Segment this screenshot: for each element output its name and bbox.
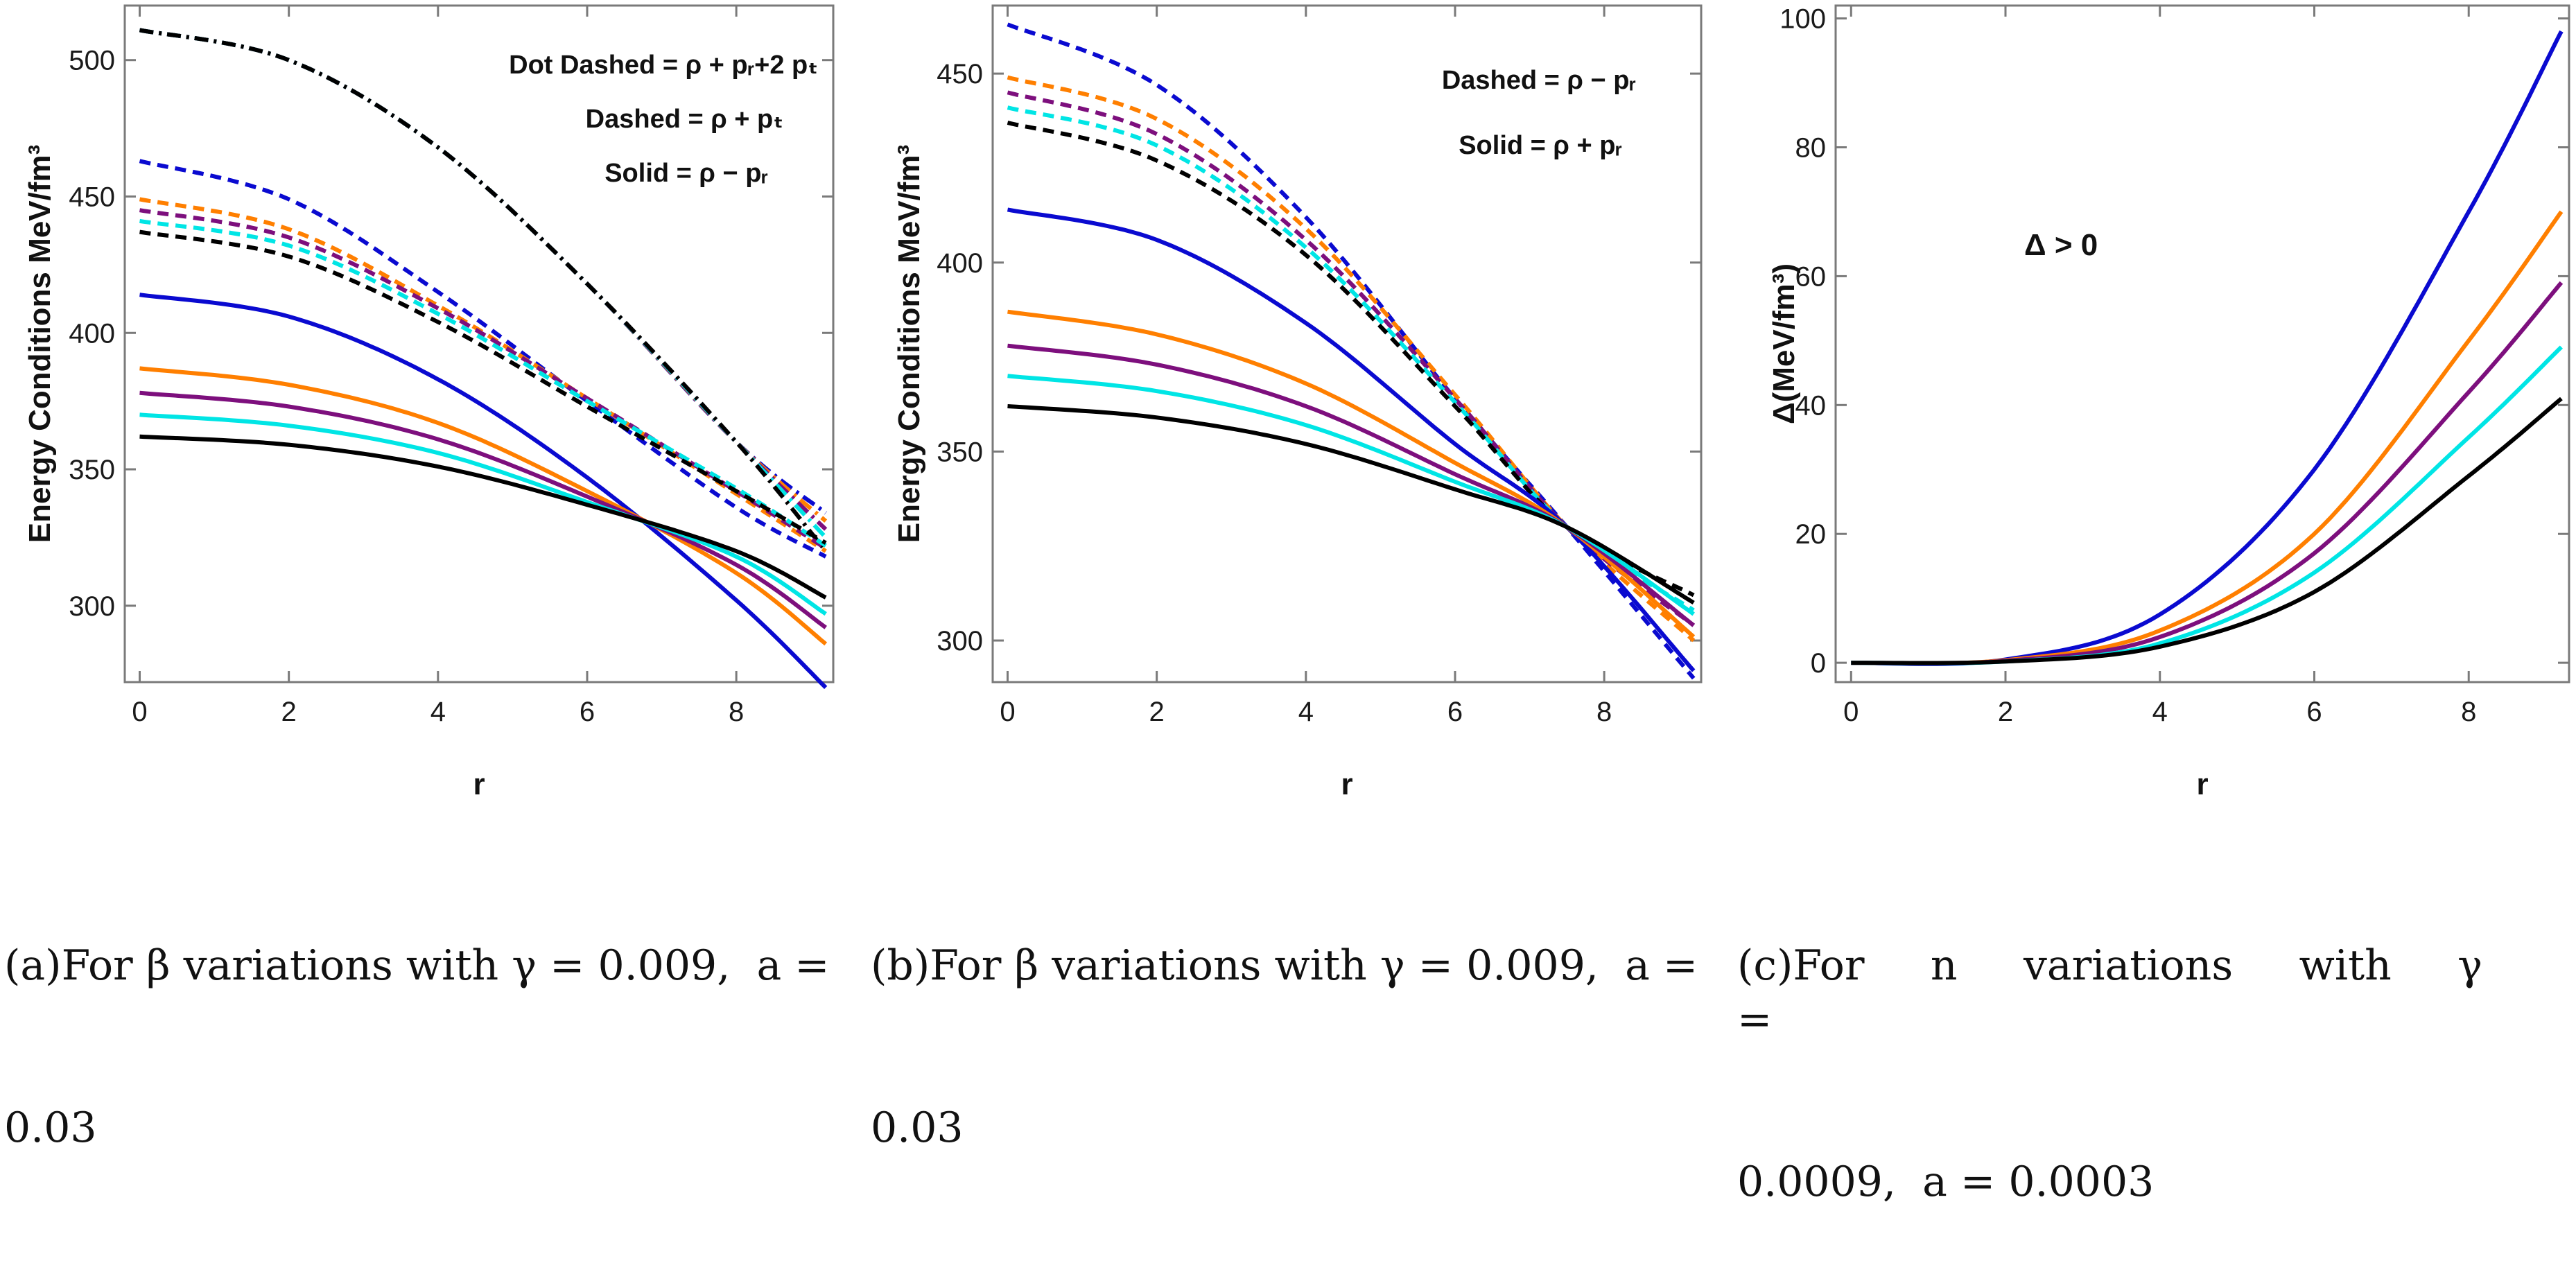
panel-b-series-line: [1007, 121, 1695, 598]
panel-c-series-line: [1851, 281, 2564, 665]
panel-c-series-line: [1851, 210, 2564, 665]
panel-b-chart: 0 2 4 6 8 300 350 400 450 Energy Conditions MeV/…: [892, 4, 1703, 801]
caption-c-line1: (c)For n variations with γ =: [1737, 941, 2549, 1044]
panel-a-ytick-label: 450: [69, 182, 115, 212]
caption-c: (c)For n variations with γ = 0.0009, a =…: [1737, 830, 2569, 1263]
panel-a-ytick-label: 350: [69, 455, 115, 485]
caption-b-line2: 0.03: [871, 1104, 964, 1152]
panel-c-ytick-label: 80: [1795, 132, 1827, 163]
caption-a-line2: 0.03: [4, 1104, 97, 1152]
panel-a-frame: [123, 4, 835, 683]
panel-a-series-line: [139, 293, 828, 690]
panel-c-frame: [1834, 4, 2570, 683]
panel-c-series-line: [1851, 30, 2564, 666]
panel-b-series-line: [1007, 309, 1696, 638]
panel-a-series-line: [139, 390, 827, 629]
panel-a-series-line: [139, 218, 827, 548]
panel-b-ytick-label: 350: [937, 437, 983, 467]
panel-b-series-line: [1007, 22, 1696, 680]
panel-a-ytick-label: 300: [69, 591, 115, 622]
panel-b-xlabel: r: [1341, 767, 1352, 801]
panel-c-series-line: [1851, 345, 2563, 665]
panel-b-ytick-label: 300: [937, 626, 983, 656]
caption-a-line1: (a)For β variations with γ = 0.009, a =: [4, 941, 830, 990]
caption-a: (a)For β variations with γ = 0.009, a = …: [4, 830, 871, 1209]
panel-a-ytick-label: 400: [69, 318, 115, 349]
panel-a-xtick-label: 8: [729, 697, 744, 727]
panel-c-ytick-label: 20: [1795, 519, 1827, 550]
panel-b-ytick-label: 400: [937, 248, 983, 279]
panel-b-xtick-label: 8: [1596, 697, 1612, 727]
panel-c-series-line: [1851, 397, 2563, 665]
panel-a-annotation-dotdashed: Dot Dashed = ρ + pᵣ+2 pₜ: [509, 51, 818, 80]
panel-b-series-line: [1007, 343, 1696, 627]
panel-c-xtick-label: 0: [1843, 697, 1859, 727]
panel-c-ytick-label: 100: [1779, 4, 1826, 35]
panel-b-xtick-label: 2: [1149, 697, 1165, 727]
panel-b-marks: 0 2 4 6 8 300 350 400 450: [937, 6, 1701, 727]
panel-c-ytick-label: 40: [1795, 390, 1827, 421]
panel-a-series-line: [139, 412, 827, 616]
panel-c-xtick-label: 4: [2152, 697, 2168, 727]
caption-c-line2: 0.0009, a = 0.0003: [1737, 1158, 2155, 1206]
panel-c-ytick-label: 0: [1811, 648, 1826, 679]
panel-b-series-line: [1007, 404, 1695, 605]
panel-a-series-line: [139, 197, 827, 553]
panel-a-series-line: [139, 434, 827, 600]
panel-a-series-line: [139, 366, 828, 646]
panel-a-series-line: [139, 208, 827, 550]
panel-a-annotation-dashed: Dashed = ρ + pₜ: [586, 105, 783, 134]
panel-a-series-line: [139, 229, 827, 545]
panel-c-ylabel: Δ(MeV/fm³): [1767, 263, 1801, 424]
panel-b-annotation-solid: Solid = ρ + pᵣ: [1459, 131, 1622, 160]
panel-c-xtick-label: 6: [2306, 697, 2322, 727]
panel-a-series-line: [139, 28, 828, 523]
panel-a-chart: 0 2 4 6 8 300 350 400 450 500 Energy Conditions M…: [23, 4, 835, 801]
panel-a-marks: 0 2 4 6 8 300 350 400 450 500: [69, 6, 833, 727]
panel-a-annotation-solid: Solid = ρ − pᵣ: [604, 159, 768, 188]
panel-a-series-line: [139, 28, 828, 552]
panel-b-xtick-label: 0: [1000, 697, 1015, 727]
panel-b-series-line: [1007, 75, 1696, 643]
panel-b-series-line: [1007, 207, 1696, 672]
caption-b: (b)For β variations with γ = 0.009, a = …: [871, 830, 1737, 1209]
panel-b-xtick-label: 6: [1447, 697, 1463, 727]
panel-a-xtick-label: 6: [580, 697, 595, 727]
panel-c-annotation: Δ > 0: [2024, 228, 2098, 262]
panel-b-series-line: [1007, 90, 1696, 627]
panel-a-xtick-label: 2: [281, 697, 297, 727]
panel-a-xlabel: r: [473, 767, 485, 801]
panel-b-annotation-dashed: Dashed = ρ − pᵣ: [1442, 66, 1636, 95]
panel-b-ytick-label: 450: [937, 59, 983, 89]
panel-c-xtick-label: 2: [1998, 697, 2013, 727]
panel-a-xtick-label: 0: [132, 697, 147, 727]
panel-a-series-line: [139, 159, 827, 559]
panel-c-xlabel: r: [2196, 767, 2208, 801]
panel-b-frame: [991, 4, 1703, 683]
panel-b-xtick-label: 4: [1298, 697, 1314, 727]
panel-a-ylabel: Energy Conditions MeV/fm³: [23, 145, 57, 543]
panel-c-ytick-label: 60: [1795, 261, 1827, 292]
panel-c-xtick-label: 8: [2461, 697, 2476, 727]
panel-b-ylabel: Energy Conditions MeV/fm³: [892, 145, 926, 543]
panel-a-xtick-label: 4: [430, 697, 446, 727]
panel-a-ytick-label: 500: [69, 46, 115, 76]
caption-b-line1: (b)For β variations with γ = 0.009, a =: [871, 941, 1698, 990]
